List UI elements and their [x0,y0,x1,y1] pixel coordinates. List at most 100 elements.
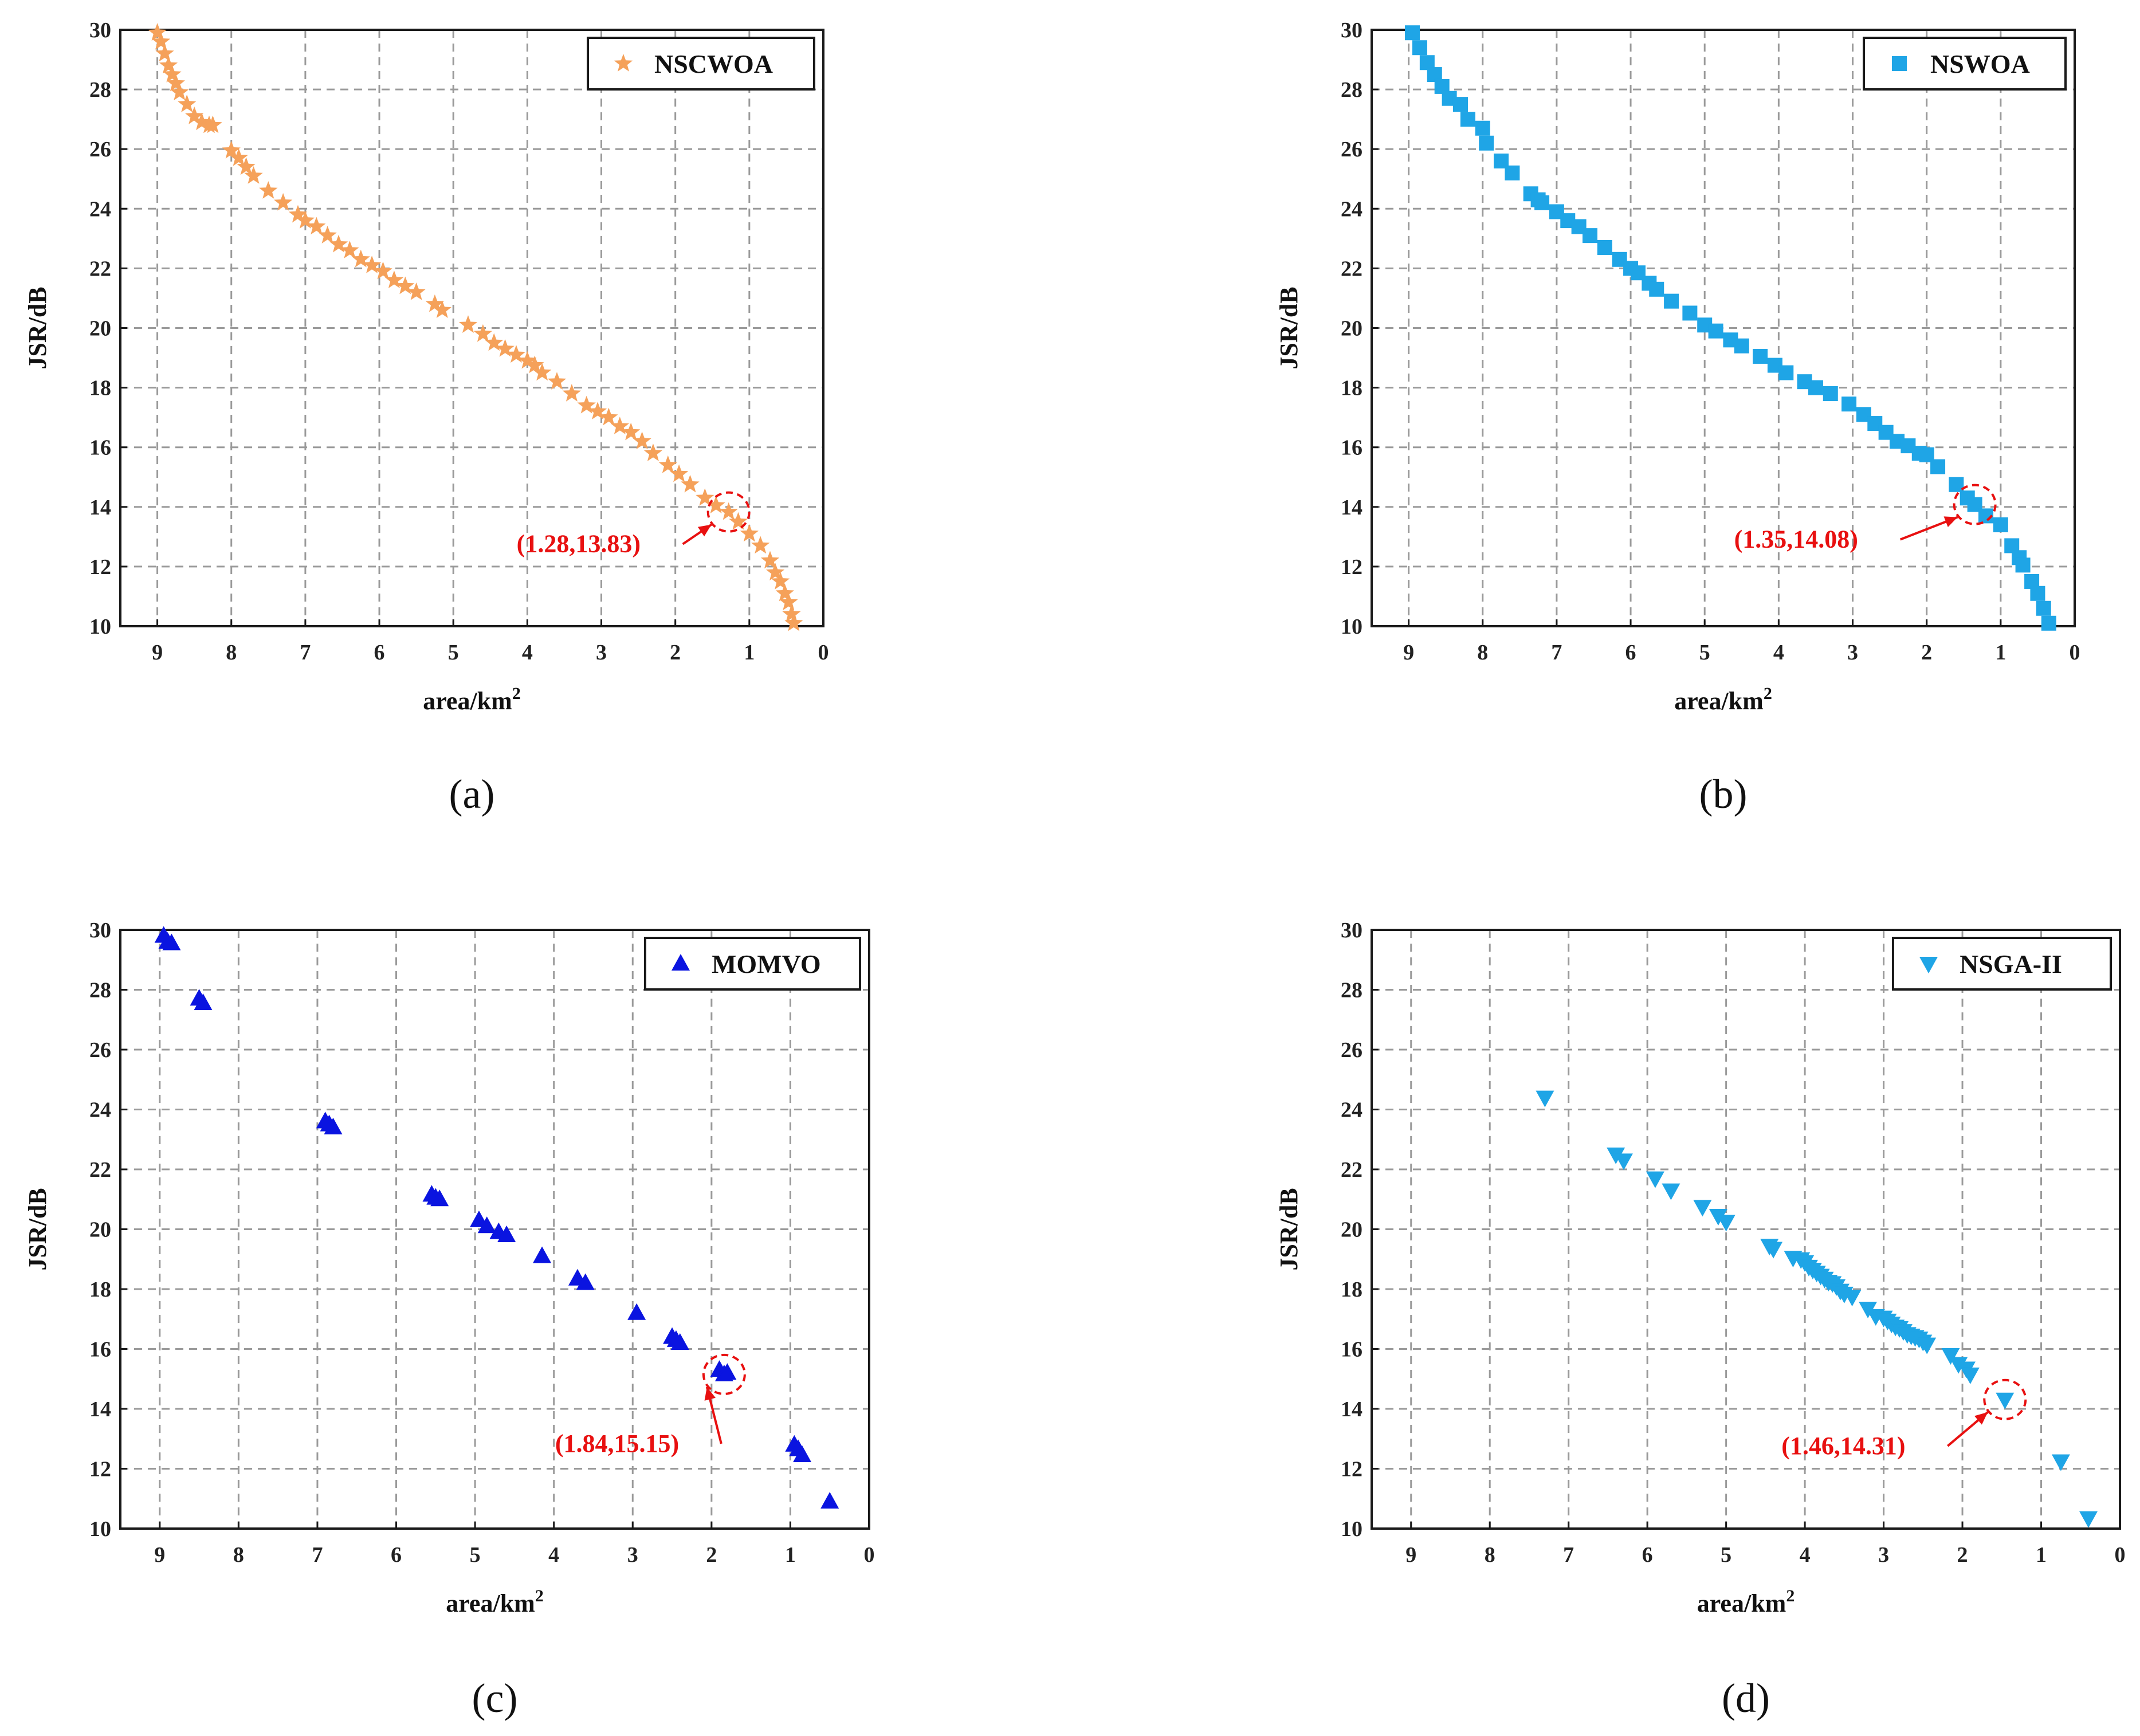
y-axis-label: JSR/dB [23,1188,52,1270]
y-tick-label: 20 [89,1218,111,1242]
y-tick-label: 22 [89,257,111,281]
y-tick-label: 14 [1341,496,1362,520]
legend-label: NSWOA [1930,49,2030,78]
data-point [396,276,415,294]
x-tick-label: 2 [1957,1543,1968,1567]
data-point [2015,557,2031,573]
x-tick-label: 4 [522,641,533,665]
y-tick-label: 26 [89,138,111,162]
data-point [525,355,544,374]
data-point [159,56,178,74]
y-tick-label: 28 [89,979,111,1003]
data-point [458,315,478,333]
x-tick-label: 5 [448,641,459,665]
y-tick-label: 10 [89,1517,111,1541]
y-tick-label: 22 [1341,1158,1362,1182]
data-point [166,73,185,92]
y-tick-label: 24 [1341,197,1362,221]
data-point [229,148,248,166]
y-axis-label: JSR/dB [1275,286,1303,369]
x-tick-label: 3 [596,641,607,665]
x-tick-label: 5 [470,1543,481,1567]
x-tick-label: 7 [1563,1543,1574,1567]
data-point [1993,517,2008,533]
x-tick-label: 7 [1551,641,1562,665]
x-axis-label-superscript: 2 [535,1586,544,1605]
y-tick-label: 12 [1341,555,1362,579]
legend-label: MOMVO [712,949,821,979]
annotation-label: (1.28,13.83) [517,530,641,558]
x-tick-label: 1 [785,1543,796,1567]
data-point [1452,97,1468,112]
data-series [1536,1090,2098,1528]
data-point [307,217,326,235]
x-tick-label: 2 [706,1543,717,1567]
y-tick-label: 18 [1341,376,1362,400]
data-point [274,193,293,211]
annotation-circle [706,491,751,533]
x-tick-label: 4 [1800,1543,1811,1567]
y-tick-label: 30 [1341,918,1362,942]
data-series [154,926,839,1509]
y-tick-label: 30 [89,18,111,42]
y-tick-label: 30 [89,918,111,942]
x-tick-label: 8 [1477,641,1488,665]
data-point [506,345,526,363]
y-tick-label: 12 [89,555,111,579]
annotation-arrow-head [1974,1412,1988,1425]
x-tick-label: 5 [1699,641,1710,665]
x-tick-label: 9 [1403,641,1414,665]
data-point [577,395,596,414]
data-point [2030,586,2045,601]
y-tick-label: 24 [89,1098,111,1122]
data-point [1949,477,1964,492]
data-point [1753,348,1768,364]
data-point [1996,1392,2015,1409]
data-point [588,402,607,419]
data-point [2036,600,2051,616]
data-point [1614,1153,1633,1171]
data-point [363,256,382,273]
x-axis-label: area/km2 [1674,684,1772,715]
data-point [610,417,629,434]
data-point [324,1117,343,1134]
data-point [185,106,204,124]
data-point [259,181,278,199]
data-point [485,333,504,351]
x-tick-label: 9 [1405,1543,1416,1567]
y-tick-label: 12 [1341,1458,1362,1482]
y-tick-label: 14 [89,1397,111,1421]
data-point [760,551,780,569]
data-point [1475,120,1490,136]
y-tick-label: 16 [1341,1338,1362,1362]
legend-label: NSCWOA [654,49,773,78]
data-point [1764,1242,1783,1259]
data-series [148,23,803,631]
data-point [425,294,445,312]
y-tick-label: 28 [1341,78,1362,102]
annotation-label: (1.46,14.31) [1781,1432,1905,1460]
data-point [784,613,803,631]
data-point [1662,1183,1680,1200]
x-tick-label: 7 [300,641,311,665]
annotation-label: (1.35,14.08) [1734,525,1858,553]
data-point [1597,239,1612,255]
data-point [433,300,451,318]
data-point [729,512,748,530]
data-point [170,83,189,101]
y-tick-label: 28 [89,78,111,102]
data-point [194,993,213,1011]
x-tick-label: 7 [312,1543,323,1567]
y-tick-label: 24 [1341,1098,1362,1122]
y-tick-label: 14 [89,496,111,520]
data-point [740,524,759,542]
x-tick-label: 4 [1773,641,1784,665]
data-point [222,140,241,159]
data-point [562,384,581,402]
data-point [1536,1090,1554,1107]
x-tick-label: 6 [1642,1543,1653,1567]
x-tick-label: 2 [670,641,681,665]
data-point [533,1246,552,1263]
